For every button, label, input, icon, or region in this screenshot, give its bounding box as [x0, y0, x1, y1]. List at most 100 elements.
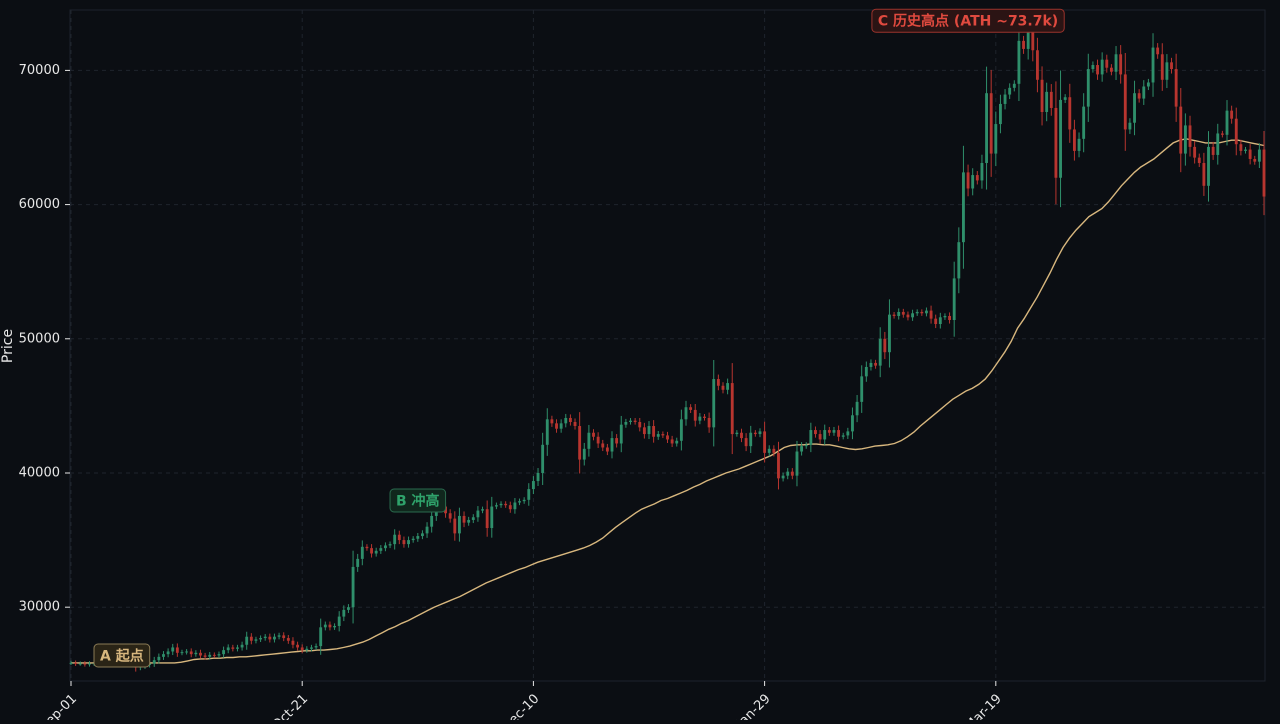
y-tick-label-4: 70000 — [19, 63, 60, 78]
candle-body-200 — [994, 124, 998, 154]
candle-body-219 — [1082, 106, 1086, 139]
candle-body-119 — [619, 424, 623, 444]
candle-body-74 — [411, 538, 415, 541]
candle-body-242 — [1188, 125, 1192, 147]
candle-body-106 — [559, 423, 563, 429]
candle-body-238 — [1170, 62, 1173, 70]
candle-body-97 — [518, 501, 521, 503]
annotation-label-c: C 历史高点 (ATH ~73.7k) — [878, 13, 1058, 30]
candle-body-1 — [74, 662, 78, 664]
candle-body-217 — [1072, 129, 1076, 151]
candle-body-163 — [823, 430, 827, 440]
candle-body-151 — [767, 448, 771, 453]
candle-body-137 — [703, 416, 706, 418]
candle-body-68 — [384, 545, 387, 549]
candle-body-248 — [1216, 133, 1220, 155]
candle-body-162 — [818, 434, 822, 440]
candle-body-229 — [1128, 122, 1132, 130]
candle-body-0 — [69, 662, 73, 664]
candle-body-77 — [425, 526, 429, 534]
candle-body-47 — [286, 638, 290, 641]
candle-body-117 — [610, 438, 614, 452]
candle-body-150 — [763, 431, 767, 453]
candle-body-64 — [365, 546, 369, 549]
candle-body-169 — [851, 415, 854, 432]
candle-body-210 — [1040, 79, 1044, 112]
candle-body-52 — [310, 647, 313, 649]
candle-body-113 — [592, 432, 595, 437]
candle-body-76 — [420, 533, 424, 537]
annotation-box-a — [93, 643, 151, 668]
candle-body-236 — [1160, 54, 1164, 80]
candle-body-191 — [952, 278, 956, 321]
candle-body-250 — [1225, 110, 1229, 135]
candle-body-138 — [707, 417, 711, 428]
candle-body-83 — [453, 518, 457, 534]
candle-body-27 — [194, 652, 198, 655]
candle-body-31 — [212, 654, 216, 656]
candle-body-239 — [1174, 69, 1178, 107]
candle-body-85 — [462, 515, 466, 523]
candle-body-167 — [841, 435, 845, 437]
candle-body-245 — [1202, 162, 1206, 186]
candle-body-176 — [883, 338, 887, 353]
candle-body-131 — [675, 440, 679, 444]
candle-body-95 — [508, 505, 512, 510]
candle-body-225 — [1109, 67, 1113, 72]
candle-body-192 — [957, 242, 961, 279]
candle-body-180 — [901, 311, 905, 315]
candle-body-65 — [370, 548, 373, 554]
candle-body-124 — [642, 427, 646, 435]
candle-body-140 — [716, 379, 720, 386]
candle-body-67 — [379, 548, 383, 551]
candle-body-205 — [1017, 40, 1021, 84]
candle-body-110 — [578, 426, 582, 460]
annotation-c: C 历史高点 (ATH ~73.7k) — [871, 8, 1065, 33]
x-tick-label-4: Mar-19 — [962, 691, 1004, 720]
candle-body-58 — [337, 616, 341, 626]
y-tick-label-1: 40000 — [19, 465, 60, 480]
candle-body-216 — [1068, 97, 1072, 130]
candle-body-60 — [347, 607, 350, 610]
candle-body-71 — [397, 534, 401, 541]
candle-body-107 — [564, 417, 568, 424]
candle-body-120 — [624, 421, 628, 425]
candle-body-184 — [920, 311, 924, 314]
candle-body-48 — [291, 640, 295, 645]
candle-body-153 — [777, 452, 780, 479]
candle-body-235 — [1156, 47, 1160, 55]
candle-body-82 — [448, 513, 452, 519]
plot-area — [69, 9, 1266, 682]
candle-body-136 — [698, 416, 702, 421]
candle-body-171 — [860, 376, 864, 402]
candle-body-57 — [333, 625, 337, 628]
candle-body-24 — [180, 652, 184, 654]
candle-body-92 — [494, 505, 498, 507]
candle-body-132 — [679, 419, 683, 441]
candle-body-93 — [499, 503, 503, 506]
candle-body-108 — [568, 417, 572, 422]
candle-body-45 — [277, 635, 281, 637]
candle-body-240 — [1179, 106, 1183, 154]
candle-body-258 — [1262, 149, 1266, 197]
candle-body-233 — [1146, 82, 1150, 87]
candle-body-183 — [915, 311, 919, 314]
candle-body-143 — [730, 383, 734, 435]
candle-body-49 — [296, 644, 300, 648]
candle-body-147 — [749, 432, 753, 447]
candle-body-222 — [1096, 65, 1099, 75]
y-tick-label-0: 30000 — [19, 600, 60, 615]
candle-body-129 — [666, 435, 669, 440]
candle-body-101 — [536, 472, 540, 482]
candle-body-89 — [481, 509, 484, 511]
candle-body-203 — [1008, 87, 1012, 95]
candle-body-126 — [652, 426, 656, 437]
candle-body-4 — [88, 663, 91, 665]
candle-body-26 — [189, 651, 193, 655]
candle-body-70 — [393, 534, 397, 545]
candle-body-188 — [938, 317, 942, 325]
candle-body-32 — [217, 654, 221, 656]
candle-body-39 — [249, 636, 253, 641]
candle-body-197 — [980, 162, 984, 181]
candle-body-173 — [869, 362, 873, 367]
